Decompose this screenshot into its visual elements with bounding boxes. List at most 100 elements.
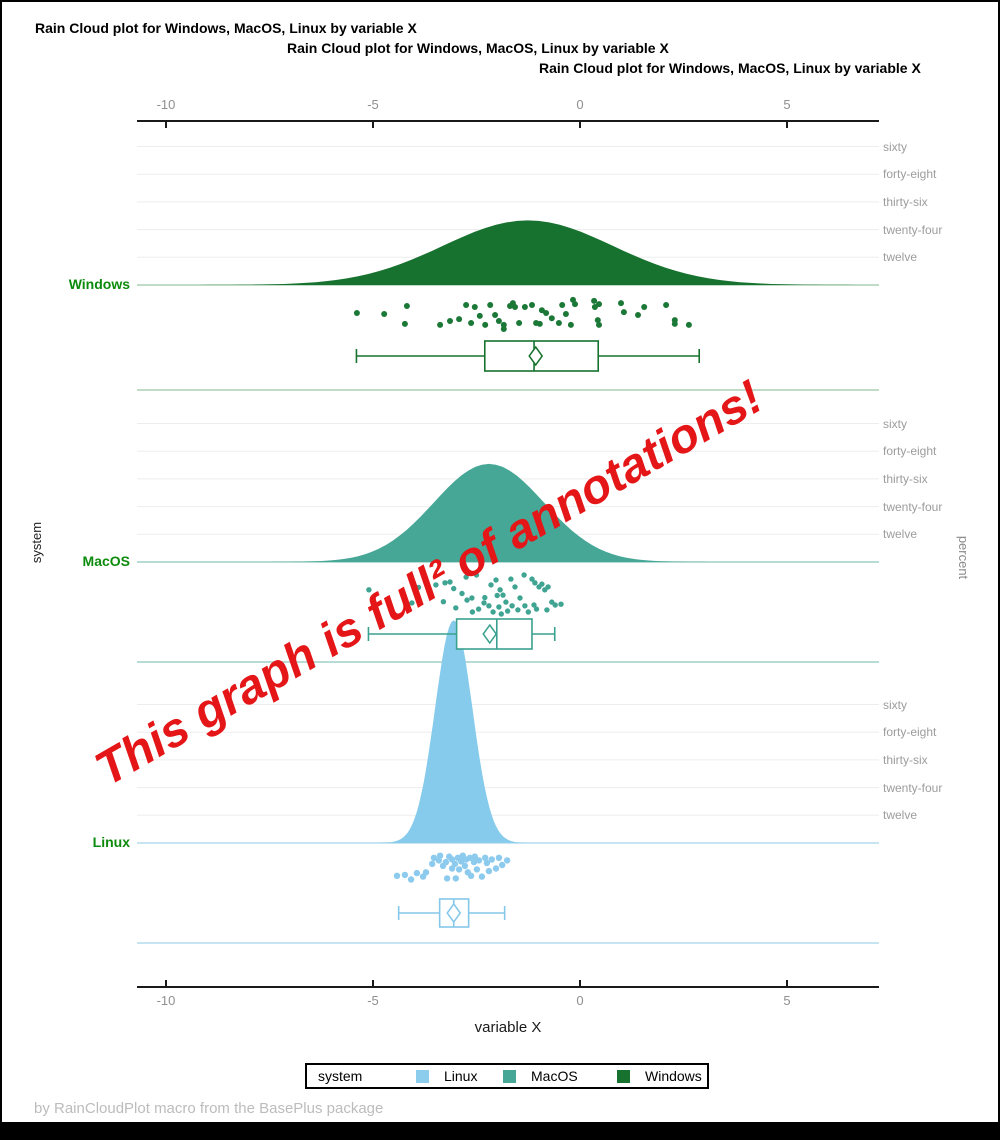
scatter-point (428, 592, 434, 599)
scatter-point (447, 579, 453, 585)
scatter-point (471, 853, 478, 860)
legend-swatch-linux (416, 1070, 429, 1083)
scatter-point (353, 310, 360, 316)
chart-title-1: Rain Cloud plot for Windows, MacOS, Linu… (35, 20, 417, 36)
scatter-point (498, 611, 504, 617)
scatter-point (596, 301, 602, 308)
scatter-point (487, 302, 494, 308)
scatter-point (429, 860, 436, 868)
scatter-point (476, 312, 483, 319)
scatter-point (486, 603, 492, 609)
scatter-point (663, 302, 670, 308)
group-label-windows: Windows (68, 276, 130, 292)
scatter-point (641, 304, 648, 310)
percent-tick-label: sixty (883, 697, 907, 712)
scatter-point (533, 606, 540, 612)
scatter-point (529, 302, 535, 308)
scatter-point (407, 876, 415, 883)
scatter-point (515, 607, 521, 613)
x-tick-label-bottom: 5 (783, 993, 791, 1008)
scatter-point (500, 321, 507, 328)
scatter-point (401, 871, 409, 879)
mean-diamond (446, 902, 462, 924)
scatter-point (401, 320, 408, 327)
scatter-point (493, 577, 499, 583)
scatter-point (503, 599, 509, 605)
scatter-point (512, 304, 518, 310)
percent-tick-label: thirty-six (883, 752, 928, 767)
scatter-point (509, 603, 515, 609)
percent-tick-label: forty-eight (883, 444, 937, 459)
scatter-point (562, 311, 569, 317)
scatter-point (495, 854, 503, 861)
scatter-point (495, 318, 502, 324)
scatter-point (451, 860, 459, 868)
scatter-point (485, 867, 493, 875)
scatter-point (531, 602, 537, 608)
scatter-point (437, 321, 444, 328)
scatter-point (497, 587, 503, 593)
scatter-point (463, 574, 469, 580)
scatter-point (443, 875, 451, 882)
scatter-point (596, 321, 602, 328)
x-tick-label-bottom: 0 (576, 993, 584, 1008)
scatter-point (455, 866, 463, 873)
scatter-point (466, 854, 474, 861)
scatter-point (456, 316, 463, 323)
scatter-point (618, 300, 624, 307)
scatter-point (478, 873, 486, 880)
scatter-point (448, 865, 456, 872)
x-tick-label-top: -10 (156, 97, 176, 112)
scatter-point (539, 581, 545, 587)
bottom-black-bar (2, 1122, 998, 1138)
scatter-point (548, 315, 555, 322)
rain-points-linux (393, 852, 511, 883)
footnote: by RainCloudPlot macro from the BasePlus… (34, 1100, 384, 1117)
rain-points-macos (366, 572, 564, 617)
scatter-point (442, 580, 448, 586)
scatter-point (494, 592, 500, 599)
scatter-point (500, 592, 506, 598)
scatter-point (503, 857, 511, 864)
scatter-point (393, 872, 401, 879)
scatter-point (442, 858, 450, 866)
scatter-point (436, 852, 444, 859)
x-tick-label-bottom: -10 (156, 993, 176, 1008)
x-tick-label-bottom: -5 (367, 993, 379, 1008)
scatter-point (482, 854, 489, 861)
scatter-point (558, 601, 564, 607)
percent-tick-label: twenty-four (883, 780, 943, 795)
density-curve-macos (268, 463, 710, 562)
scatter-point (451, 585, 457, 592)
scatter-point (413, 869, 421, 877)
scatter-point (559, 302, 566, 308)
group-label-macos: MacOS (82, 553, 130, 569)
y-axis-right-label: percent (956, 535, 972, 580)
scatter-point (447, 318, 453, 324)
scatter-point (572, 301, 578, 308)
scatter-point (521, 304, 528, 310)
scatter-point (433, 582, 439, 588)
scatter-point (488, 856, 495, 863)
scatter-point (464, 597, 470, 603)
scatter-point (461, 862, 469, 870)
chart-title-2: Rain Cloud plot for Windows, MacOS, Linu… (287, 40, 669, 56)
percent-tick-label: twenty-four (883, 222, 943, 237)
scatter-point (381, 311, 388, 317)
x-tick-label-top: 0 (576, 97, 584, 112)
scatter-point (504, 608, 511, 614)
percent-tick-label: sixty (883, 139, 907, 154)
scatter-point (470, 858, 478, 866)
scatter-point (544, 607, 550, 613)
scatter-point (517, 595, 523, 601)
scatter-point (471, 304, 478, 310)
scatter-point (415, 584, 422, 591)
scatter-point (469, 609, 476, 615)
scatter-point (671, 320, 678, 327)
percent-tick-label: twenty-four (883, 499, 943, 514)
scatter-point (591, 297, 598, 304)
scatter-point (469, 595, 475, 601)
mean-diamond (528, 345, 544, 367)
scatter-point (473, 572, 480, 578)
scatter-point (529, 576, 535, 582)
